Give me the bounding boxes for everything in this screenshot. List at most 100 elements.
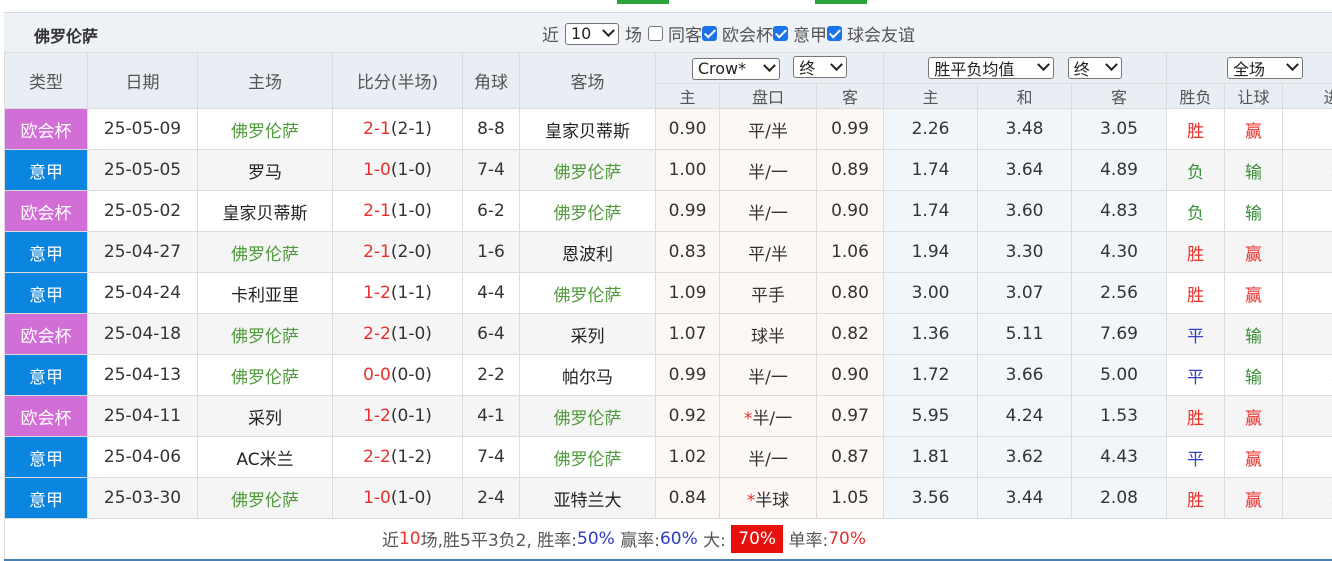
tab-indicator xyxy=(617,0,669,4)
handicap-value: 半/一 xyxy=(752,408,793,429)
odds-value: 0.83 xyxy=(668,242,707,262)
handicap-line: 半/一 xyxy=(719,436,817,478)
header: 日期 xyxy=(87,52,198,109)
handicap-odds: 1.07 xyxy=(655,313,720,355)
odds: 3.66 xyxy=(977,354,1073,396)
odds-value: 0.99 xyxy=(831,119,869,139)
result: 胜 xyxy=(1166,231,1226,273)
match-row: 意甲 25-04-27 佛罗伦萨 2-1(2-0) 1-6 恩波利 0.83 平/半 1.06 1… xyxy=(4,231,1332,273)
handicap-value: 半/一 xyxy=(748,203,788,224)
summary-part: 70% xyxy=(731,524,784,553)
checkbox[interactable] xyxy=(827,26,842,41)
tab-indicator xyxy=(815,0,867,4)
match-row: 意甲 25-05-05 罗马 1-0(1-0) 7-4 佛罗伦萨 1.00 半/一 0.89 1.… xyxy=(4,149,1332,191)
match-row: 意甲 25-04-06 AC米兰 2-2(1-2) 7-4 佛罗伦萨 1.02 半/一 0.87… xyxy=(4,436,1332,478)
home-team: 佛罗伦萨 xyxy=(197,313,333,355)
odds: 4.24 xyxy=(977,395,1073,437)
filter-option[interactable]: 球会友谊 xyxy=(827,21,915,46)
date: 25-04-13 xyxy=(87,354,198,396)
filter-option[interactable]: 同客 xyxy=(648,21,702,46)
home-team: 佛罗伦萨 xyxy=(197,477,333,519)
away-team: 佛罗伦萨 xyxy=(519,149,656,191)
score-cell: 0-0(0-0) xyxy=(332,354,463,396)
odds: 7.69 xyxy=(1071,313,1168,355)
handicap-select[interactable]: Crow* xyxy=(691,57,780,80)
odds: 3.48 xyxy=(977,108,1073,150)
score: 1-2 xyxy=(363,283,391,303)
sub-header: 客 xyxy=(1071,83,1168,109)
checkbox[interactable] xyxy=(702,26,717,41)
result: 赢 xyxy=(1224,231,1284,273)
result: 输 xyxy=(1224,354,1284,396)
match-row: 欧会杯 25-04-11 采列 1-2(0-1) 4-1 佛罗伦萨 0.92 *半/一 0.97… xyxy=(4,395,1332,437)
odds-select[interactable]: 胜平负均值 xyxy=(928,56,1055,79)
half-score: (1-0) xyxy=(390,201,432,221)
score-cell: 2-1(2-0) xyxy=(332,231,463,273)
scope-select[interactable]: 全场 xyxy=(1227,56,1304,79)
handicap-odds: 1.05 xyxy=(815,477,885,519)
odds: 3.05 xyxy=(1071,108,1168,150)
result: 胜 xyxy=(1166,108,1226,150)
handicap-odds: 0.82 xyxy=(815,313,885,355)
filter-prefix: 近 xyxy=(542,26,559,46)
odds: 4.30 xyxy=(1071,231,1168,273)
result: 平 xyxy=(1166,436,1226,478)
result: 大 xyxy=(1282,190,1332,232)
date: 25-04-06 xyxy=(87,436,198,478)
half-score: (2-0) xyxy=(390,242,432,262)
away-team: 帕尔马 xyxy=(519,354,656,396)
summary-part: 60% xyxy=(659,528,698,549)
checkbox[interactable] xyxy=(648,26,663,41)
handicap-line: 半/一 xyxy=(719,190,817,232)
date: 25-05-09 xyxy=(87,108,198,150)
result: 胜 xyxy=(1166,272,1226,314)
option-label: 同客 xyxy=(668,26,702,46)
stage-select[interactable]: 终 xyxy=(1067,56,1122,79)
sub-header: 客 xyxy=(815,83,885,109)
score: 2-2 xyxy=(363,324,391,344)
handicap-odds: 1.02 xyxy=(655,436,720,478)
toolbar: 佛罗伦萨 近 10 场 同客 欧会杯 意甲 球会友谊 xyxy=(4,12,1332,53)
odds: 1.74 xyxy=(883,149,979,191)
team-title: 佛罗伦萨 xyxy=(34,27,99,46)
corners: 7-4 xyxy=(462,149,520,191)
match-type: 意甲 xyxy=(4,149,88,191)
score-cell: 1-2(1-1) xyxy=(332,272,463,314)
handicap-value: 球半 xyxy=(751,326,785,347)
date: 25-04-27 xyxy=(87,231,198,273)
odds: 5.11 xyxy=(977,313,1073,355)
bottom-border xyxy=(4,559,1332,561)
home-team: 皇家贝蒂斯 xyxy=(197,190,333,232)
away-team: 佛罗伦萨 xyxy=(519,272,656,314)
filter: 近 10 场 同客 欧会杯 意甲 球会友谊 xyxy=(542,21,915,46)
result-header: 全场 xyxy=(1166,52,1332,84)
count-select[interactable]: 10 xyxy=(565,22,619,45)
stage-select[interactable]: 终 xyxy=(793,56,848,79)
odds: 5.95 xyxy=(883,395,979,437)
odds: 3.07 xyxy=(977,272,1073,314)
result: 赢 xyxy=(1224,395,1284,437)
home-team: 佛罗伦萨 xyxy=(197,108,333,150)
odds-value: 0.99 xyxy=(668,201,707,221)
away-team: 佛罗伦萨 xyxy=(519,395,656,437)
half-score: (1-0) xyxy=(390,160,432,180)
checkbox[interactable] xyxy=(773,26,788,41)
odds-value: 1.07 xyxy=(668,324,707,344)
corners: 2-4 xyxy=(462,477,520,519)
filter-option[interactable]: 意甲 xyxy=(773,21,827,46)
odds: 1.81 xyxy=(883,436,979,478)
corners: 6-2 xyxy=(462,190,520,232)
half-score: (1-1) xyxy=(390,283,432,303)
half-score: (0-1) xyxy=(390,406,432,426)
score-cell: 1-2(0-1) xyxy=(332,395,463,437)
result: 赢 xyxy=(1224,108,1284,150)
match-type: 意甲 xyxy=(4,436,88,478)
score-cell: 2-1(1-0) xyxy=(332,190,463,232)
summary-part: 单率: xyxy=(783,531,829,551)
filter-option[interactable]: 欧会杯 xyxy=(702,21,773,46)
match-type: 欧会杯 xyxy=(4,395,88,437)
away-team: 佛罗伦萨 xyxy=(519,436,656,478)
odds: 3.60 xyxy=(977,190,1073,232)
odds-value: 0.92 xyxy=(668,406,707,426)
date: 25-04-24 xyxy=(87,272,198,314)
